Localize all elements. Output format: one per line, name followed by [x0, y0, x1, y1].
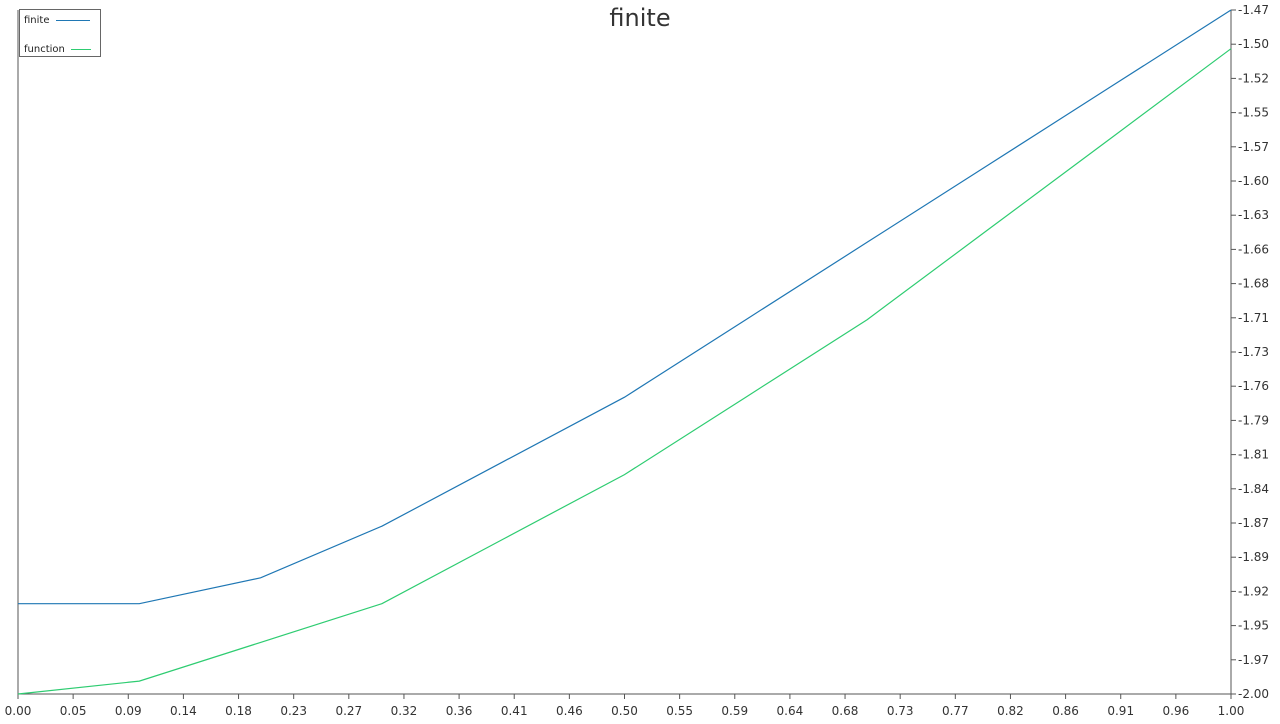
y-tick-label: -1.63: [1238, 208, 1269, 222]
y-tick-label: -1.68: [1238, 277, 1269, 291]
x-tick-label: 0.77: [942, 704, 969, 718]
x-tick-label: 0.82: [997, 704, 1024, 718]
x-tick-label: 0.05: [60, 704, 87, 718]
legend-item-finite[interactable]: finite: [24, 13, 90, 27]
y-axis-ticks: -1.47 -1.50 -1.52 -1.55 -1.57 -1.60 -1.63 -1.66…: [1231, 3, 1269, 701]
x-tick-label: 0.64: [777, 704, 804, 718]
x-tick-label: 0.32: [391, 704, 418, 718]
y-tick-label: -1.47: [1238, 3, 1269, 17]
x-tick-label: 0.36: [446, 704, 473, 718]
y-tick-label: -1.76: [1238, 379, 1269, 393]
x-tick-label: 0.59: [721, 704, 748, 718]
y-tick-label: -1.89: [1238, 550, 1269, 564]
y-tick-label: -1.95: [1238, 619, 1269, 633]
y-tick-label: -1.79: [1238, 413, 1269, 427]
series-lines: [17, 9, 1232, 695]
series-line-function: [17, 48, 1232, 695]
x-tick-label: 0.91: [1107, 704, 1134, 718]
y-tick-label: -1.60: [1238, 174, 1269, 188]
y-tick-label: -1.97: [1238, 653, 1269, 667]
y-tick-label: -1.71: [1238, 311, 1269, 325]
x-tick-label: 0.55: [666, 704, 693, 718]
legend-item-function[interactable]: function: [24, 42, 91, 56]
x-tick-label: 0.46: [556, 704, 583, 718]
y-tick-label: -1.73: [1238, 345, 1269, 359]
y-tick-label: -2.00: [1238, 687, 1269, 701]
x-tick-label: 0.14: [170, 704, 197, 718]
legend-swatch: [55, 19, 90, 21]
x-tick-label: 0.86: [1052, 704, 1079, 718]
y-tick-label: -1.50: [1238, 37, 1269, 51]
x-tick-label: 0.09: [115, 704, 142, 718]
x-tick-label: 0.23: [280, 704, 307, 718]
x-tick-label: 0.18: [225, 704, 252, 718]
series-line-finite: [18, 9, 1232, 605]
x-tick-label: 0.41: [501, 704, 528, 718]
x-tick-label: 0.00: [5, 704, 32, 718]
y-tick-label: -1.55: [1238, 106, 1269, 120]
x-tick-label: 1.00: [1218, 704, 1245, 718]
y-tick-label: -1.52: [1238, 71, 1269, 85]
y-tick-label: -1.66: [1238, 242, 1269, 256]
x-tick-label: 0.50: [611, 704, 638, 718]
x-axis-ticks: 0.00 0.05 0.09 0.14 0.18 0.23 0.27 0.32 0.36 0.41…: [5, 694, 1245, 718]
legend-label: function: [24, 43, 65, 55]
x-tick-label: 0.68: [832, 704, 859, 718]
y-tick-label: -1.87: [1238, 516, 1269, 530]
y-tick-label: -1.57: [1238, 140, 1269, 154]
legend-swatch: [70, 48, 91, 50]
x-tick-label: 0.73: [887, 704, 914, 718]
x-tick-label: 0.96: [1163, 704, 1190, 718]
axes: [17, 10, 1232, 695]
legend: finite function: [19, 9, 101, 57]
y-tick-label: -1.92: [1238, 584, 1269, 598]
y-tick-label: -1.81: [1238, 448, 1269, 462]
x-tick-label: 0.27: [335, 704, 362, 718]
legend-label: finite: [24, 14, 50, 26]
y-tick-label: -1.84: [1238, 482, 1269, 496]
